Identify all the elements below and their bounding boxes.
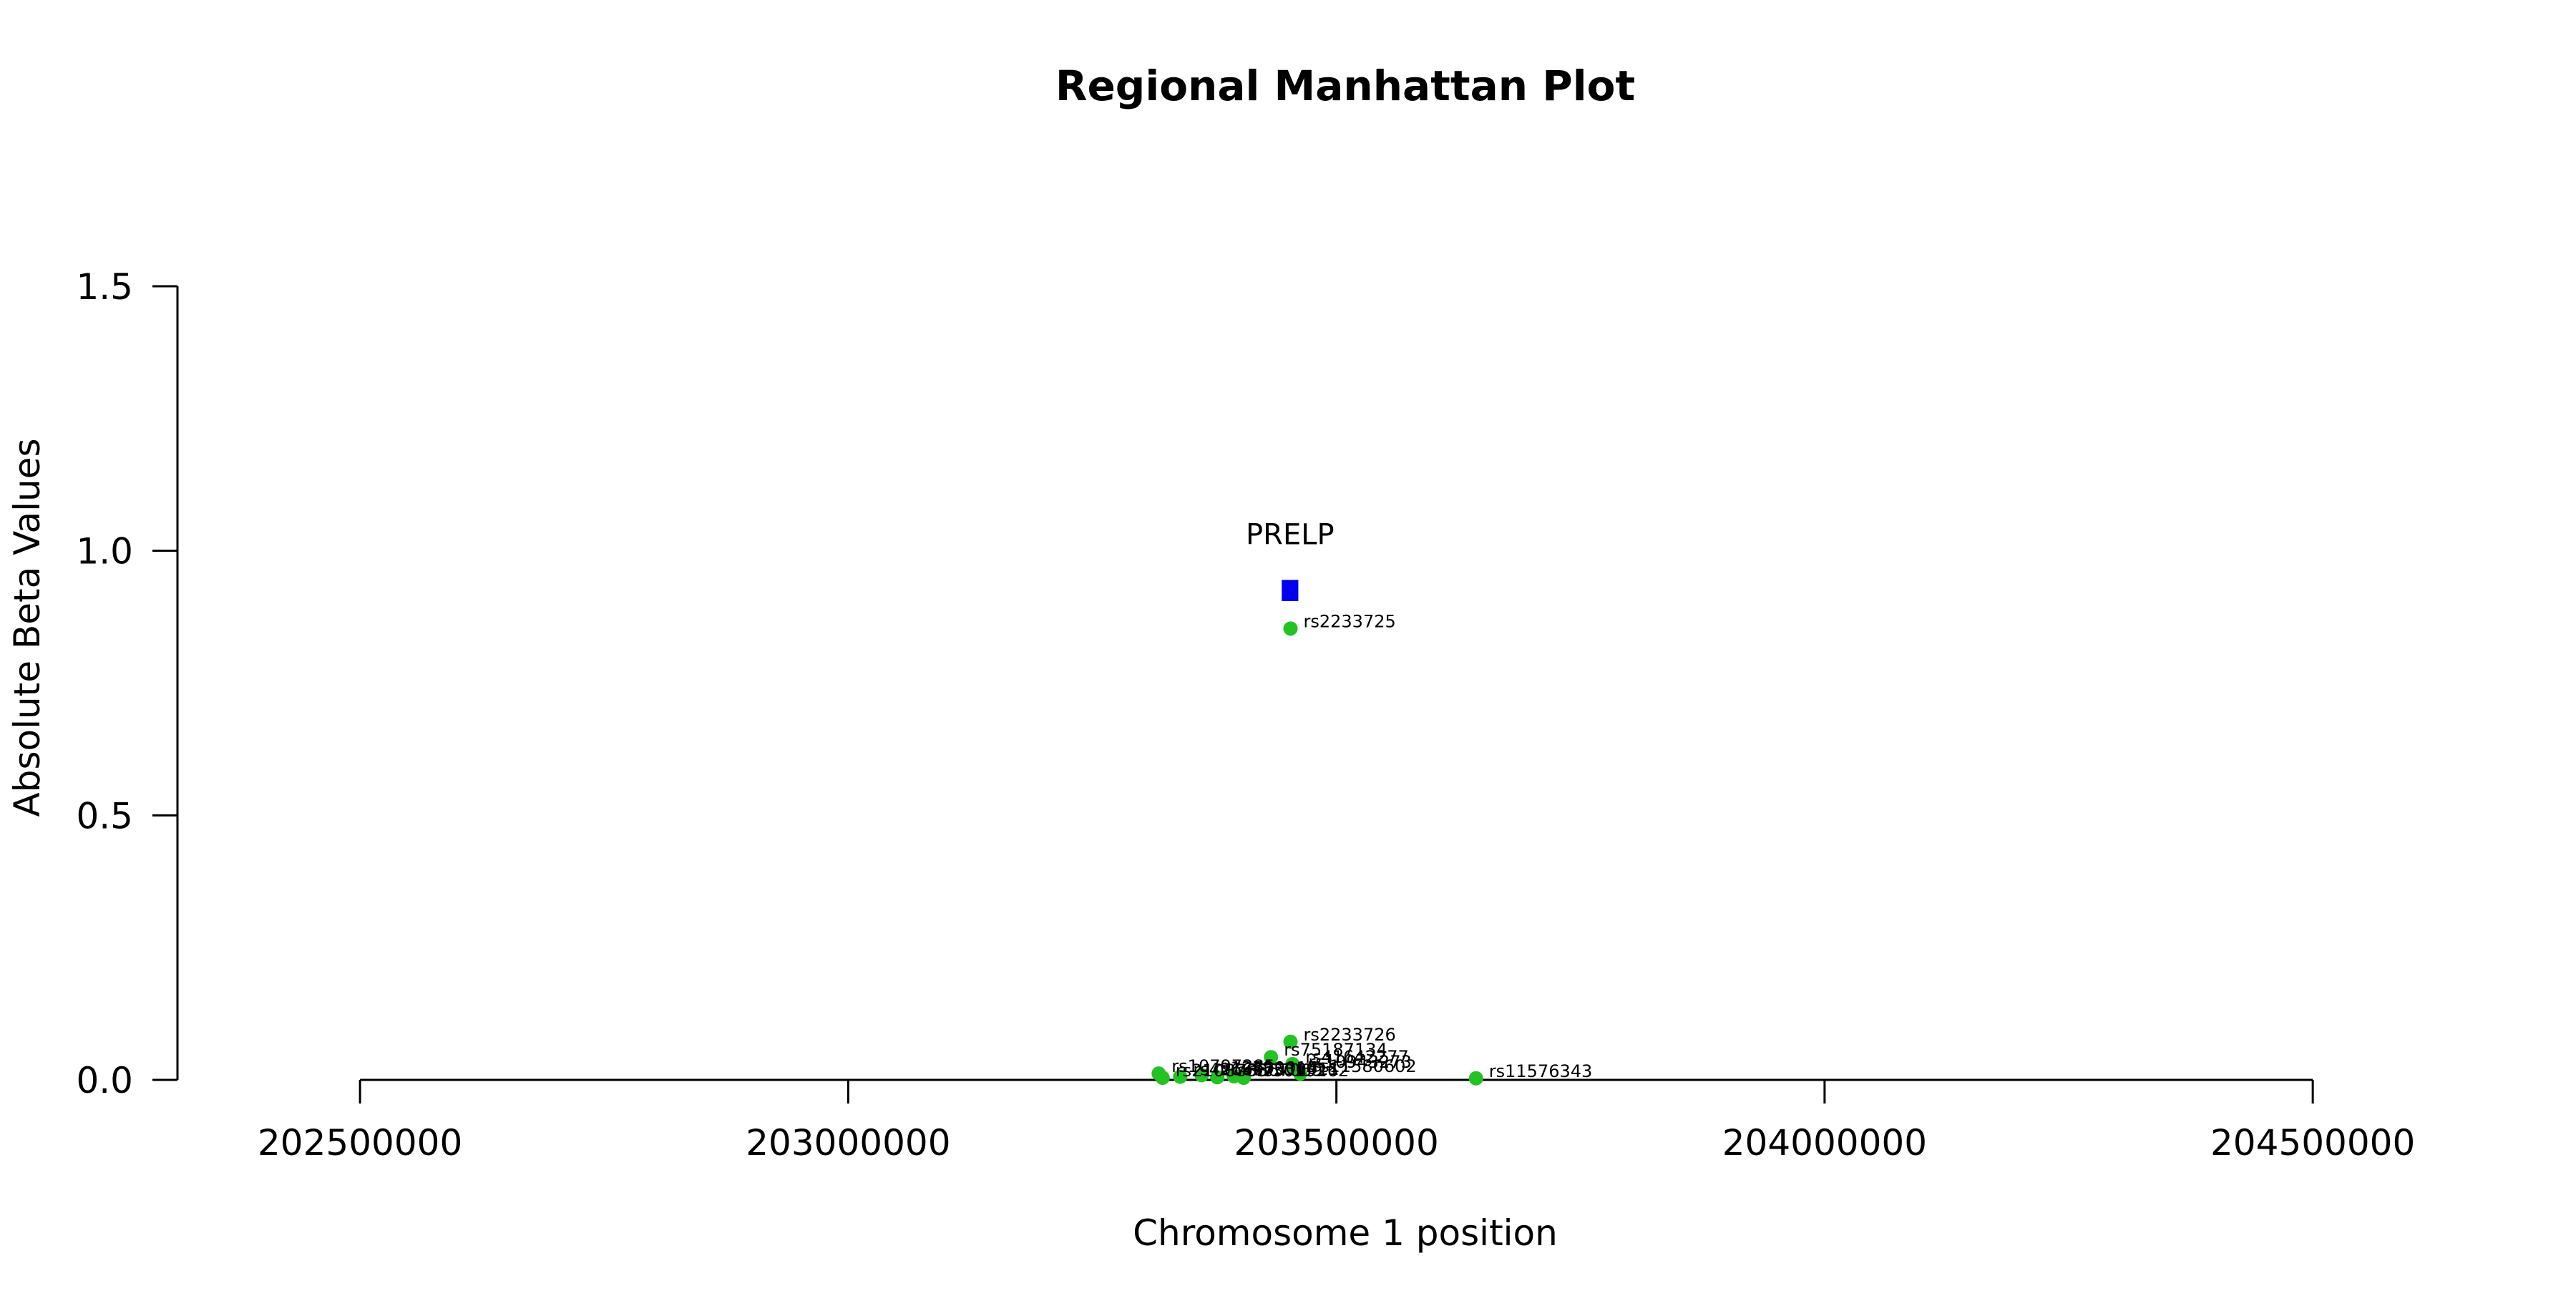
snp-label: rs4266573 [1193, 1060, 1285, 1080]
x-tick-label: 204000000 [1722, 1122, 1927, 1164]
snp-label: rs12730015 [1214, 1058, 1318, 1078]
snp-label: rs11576343 [1489, 1061, 1593, 1081]
y-tick-label: 1.0 [76, 531, 133, 573]
y-axis: 0.0 0.5 1.0 1.5 [76, 266, 179, 1101]
x-tick-label: 202500000 [258, 1122, 462, 1164]
gene-label: PRELP [1246, 518, 1335, 551]
snp-label: rs2233725 [1304, 611, 1396, 631]
snp-point [1155, 1071, 1170, 1086]
y-tick-label: 1.5 [76, 266, 133, 308]
x-tick-label: 203000000 [746, 1122, 950, 1164]
snp-label: rs75187134 [1284, 1040, 1387, 1060]
gene-track: PRELP [1246, 518, 1335, 601]
snp-label: rs2233726 [1304, 1025, 1396, 1045]
snp-point [1293, 1066, 1308, 1081]
snp-point [1283, 621, 1298, 636]
x-tick-label: 204500000 [2210, 1122, 2415, 1164]
x-axis-label: Chromosome 1 position [1133, 1212, 1558, 1254]
snp-point [1264, 1050, 1279, 1065]
gene-block [1282, 580, 1299, 601]
snp-point [1173, 1069, 1188, 1084]
snp-label: rs3015262 [1257, 1061, 1349, 1081]
snp-label: rs7530411 [1246, 1059, 1339, 1079]
chart-title: Regional Manhattan Plot [1055, 62, 1635, 110]
snp-point [1236, 1071, 1252, 1086]
snp-point [1210, 1070, 1225, 1085]
snp-label: rs41642277 [1305, 1047, 1409, 1067]
y-tick-label: 0.0 [76, 1060, 133, 1101]
snp-point [1468, 1071, 1483, 1086]
y-axis-label: Absolute Beta Values [6, 439, 48, 817]
snp-points [1151, 621, 1483, 1086]
snp-label: rs11580602 [1313, 1056, 1417, 1076]
snp-label: rs10797285 [1171, 1056, 1275, 1076]
x-axis: 202500000 203000000 203500000 204000000 2045… [258, 1078, 2415, 1164]
snp-point [1283, 1034, 1298, 1049]
snp-label: rs6667069 [1230, 1060, 1322, 1080]
snp-point [1194, 1068, 1209, 1083]
y-tick-label: 0.5 [76, 795, 133, 837]
snp-label: rs2108783 [1176, 1061, 1268, 1081]
snp-label: rs10943273 [1308, 1052, 1412, 1072]
x-tick-label: 203500000 [1234, 1122, 1438, 1164]
